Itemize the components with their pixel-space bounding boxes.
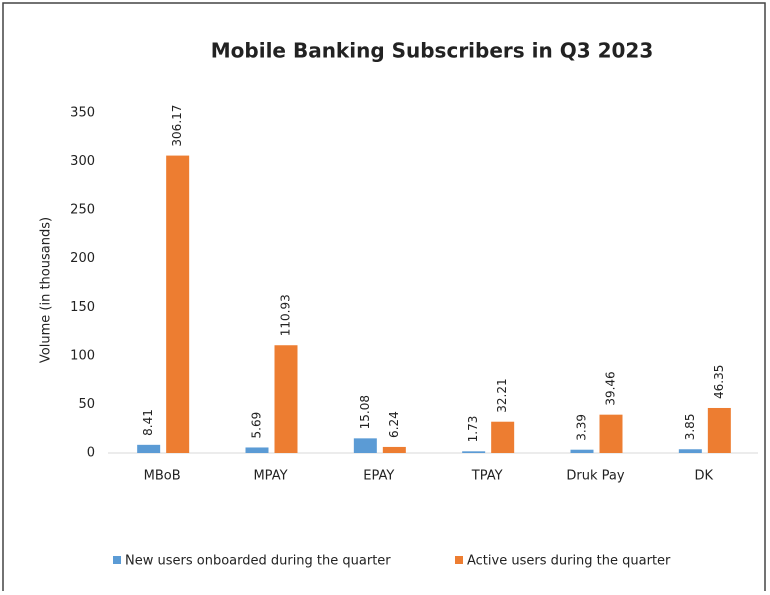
value-label: 3.39 [575, 414, 589, 441]
value-label: 46.35 [712, 365, 726, 399]
value-label: 32.21 [495, 378, 509, 412]
bar [599, 414, 623, 453]
y-tick-label: 350 [70, 106, 95, 121]
y-tick-label: 150 [70, 300, 95, 315]
bar [353, 438, 377, 453]
y-tick-label: 300 [70, 154, 95, 169]
x-tick-label: MPAY [253, 469, 287, 484]
legend-label: Active users during the quarter [467, 554, 671, 569]
y-tick-label: 50 [78, 397, 95, 412]
bar [166, 155, 190, 454]
chart-title: Mobile Banking Subscribers in Q3 2023 [211, 39, 654, 63]
bar [137, 444, 161, 453]
value-label: 110.93 [279, 294, 293, 336]
bar [382, 446, 406, 453]
value-label: 39.46 [604, 371, 618, 405]
y-tick-label: 200 [70, 251, 95, 266]
value-label: 1.73 [466, 416, 480, 443]
x-tick-label: TPAY [471, 469, 503, 484]
legend-swatch [455, 556, 463, 564]
legend-swatch [113, 556, 121, 564]
bar [491, 421, 515, 453]
value-label: 6.24 [387, 411, 401, 438]
x-tick-label: MBoB [144, 469, 181, 484]
value-label: 5.69 [250, 412, 264, 439]
y-tick-label: 250 [70, 203, 95, 218]
y-tick-label: 0 [87, 446, 95, 461]
y-tick-label: 100 [70, 348, 95, 363]
bar [462, 451, 486, 453]
value-label: 8.41 [141, 409, 155, 436]
value-label: 3.85 [683, 414, 697, 441]
x-tick-label: EPAY [363, 469, 394, 484]
bar [570, 449, 594, 453]
bar [707, 407, 731, 453]
bar [274, 345, 298, 453]
value-label: 15.08 [358, 395, 372, 429]
y-axis-label: Volume (in thousands) [39, 217, 54, 363]
value-label: 306.17 [170, 105, 184, 147]
bar [245, 447, 269, 453]
x-tick-label: Druk Pay [566, 469, 624, 484]
x-tick-label: DK [695, 469, 714, 484]
legend-label: New users onboarded during the quarter [125, 554, 391, 569]
bar [678, 449, 702, 453]
